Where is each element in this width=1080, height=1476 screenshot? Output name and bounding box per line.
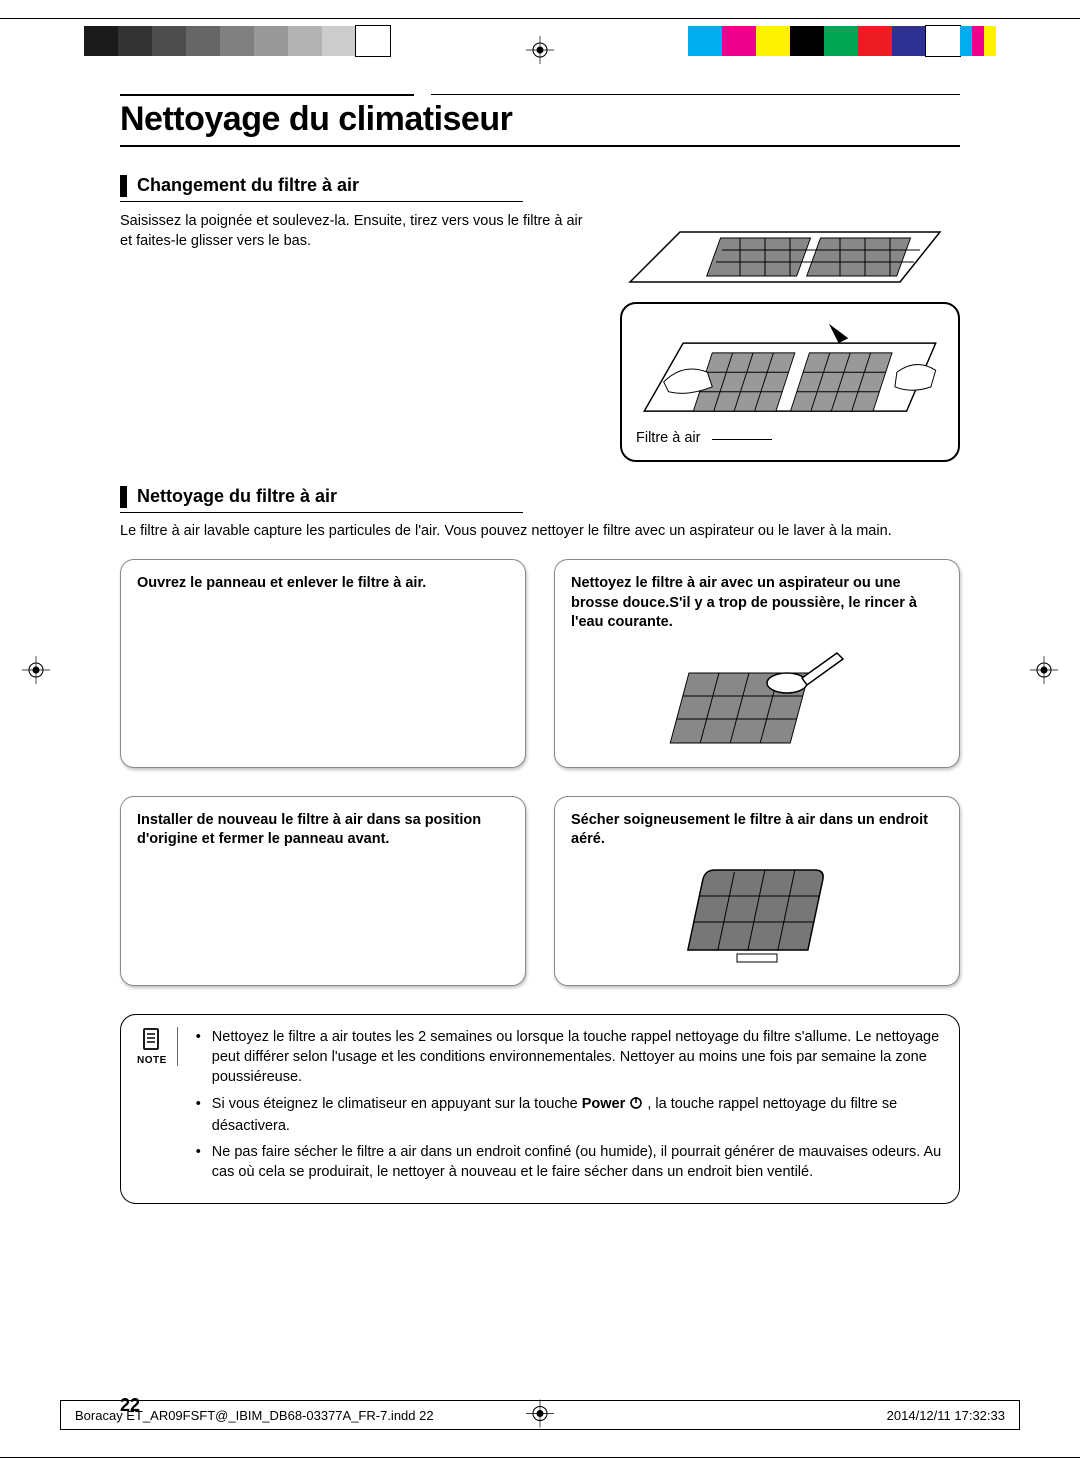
- note-item: Si vous éteignez le climatiseur en appuy…: [196, 1094, 943, 1137]
- filter-top-illustration: [620, 212, 950, 302]
- step-illustration: [571, 860, 943, 971]
- color-swatch: [790, 26, 824, 56]
- color-swatch: [756, 26, 790, 56]
- section-heading-change-filter: Changement du filtre à air: [120, 175, 523, 202]
- color-swatch: [858, 26, 892, 56]
- step-text: Nettoyez le filtre à air avec un aspirat…: [571, 574, 943, 633]
- heading-accent-bar: [120, 175, 127, 197]
- color-swatch: [186, 26, 220, 56]
- color-swatch: [824, 26, 858, 56]
- bottom-rule: [0, 1457, 1080, 1458]
- color-swatch: [254, 26, 288, 56]
- note-list: Nettoyez le filtre a air toutes les 2 se…: [192, 1027, 943, 1189]
- color-swatch: [322, 26, 356, 56]
- section1-row: Saisissez la poignée et soulevez-la. Ens…: [120, 212, 960, 462]
- color-swatch: [892, 26, 926, 56]
- color-swatch: [972, 26, 984, 56]
- heading-accent-bar: [120, 486, 127, 508]
- figure-label: Filtre à air: [636, 430, 700, 446]
- color-swatch: [984, 26, 996, 56]
- page-content: Nettoyage du climatiseur Changement du f…: [120, 100, 960, 1356]
- step-text: Installer de nouveau le filtre à air dan…: [137, 811, 509, 850]
- section2: Nettoyage du filtre à air Le filtre à ai…: [120, 486, 960, 1204]
- registration-mark-footer: [526, 1400, 554, 1431]
- step-card: Nettoyez le filtre à air avec un aspirat…: [554, 559, 960, 768]
- color-swatch: [960, 26, 972, 56]
- section2-intro: Le filtre à air lavable capture les part…: [120, 523, 960, 539]
- step-text: Ouvrez le panneau et enlever le filtre à…: [137, 574, 509, 594]
- footer-file: Boracay ET_AR09FSFT@_IBIM_DB68-03377A_FR…: [75, 1408, 434, 1423]
- step-card: Ouvrez le panneau et enlever le filtre à…: [120, 559, 526, 768]
- color-swatch: [288, 26, 322, 56]
- note-box: NOTE Nettoyez le filtre a air toutes les…: [120, 1014, 960, 1204]
- step-card: Installer de nouveau le filtre à air dan…: [120, 796, 526, 986]
- registration-mark-left: [16, 650, 56, 690]
- filter-removal-illustration: Filtre à air: [620, 302, 960, 462]
- color-swatch: [356, 26, 390, 56]
- section1-body: Saisissez la poignée et soulevez-la. Ens…: [120, 212, 596, 251]
- heading-text: Changement du filtre à air: [137, 175, 359, 196]
- color-swatch: [926, 26, 960, 56]
- heading-text: Nettoyage du filtre à air: [137, 486, 337, 507]
- color-swatch: [118, 26, 152, 56]
- power-icon: [629, 1096, 643, 1116]
- color-swatch: [722, 26, 756, 56]
- note-icon: [141, 1027, 163, 1053]
- color-swatch: [84, 26, 118, 56]
- page-title: Nettoyage du climatiseur: [120, 100, 960, 147]
- power-label: Power: [582, 1096, 630, 1112]
- color-bar: [688, 26, 996, 56]
- step-card: Sécher soigneusement le filtre à air dan…: [554, 796, 960, 986]
- callout-line: [712, 439, 772, 440]
- color-swatch: [152, 26, 186, 56]
- steps-grid: Ouvrez le panneau et enlever le filtre à…: [120, 559, 960, 986]
- step-illustration: [571, 643, 943, 753]
- note-label: NOTE: [137, 1055, 167, 1066]
- step-text: Sécher soigneusement le filtre à air dan…: [571, 811, 943, 850]
- note-icon-column: NOTE: [137, 1027, 178, 1066]
- registration-mark-right: [1024, 650, 1064, 690]
- color-swatch: [220, 26, 254, 56]
- registration-mark-top: [520, 30, 560, 70]
- note-item: Nettoyez le filtre a air toutes les 2 se…: [196, 1027, 943, 1088]
- color-swatch: [688, 26, 722, 56]
- grayscale-bar: [84, 26, 390, 56]
- footer-timestamp: 2014/12/11 17:32:33: [887, 1408, 1005, 1423]
- section-heading-clean-filter: Nettoyage du filtre à air: [120, 486, 523, 513]
- footer-bar: Boracay ET_AR09FSFT@_IBIM_DB68-03377A_FR…: [60, 1400, 1020, 1430]
- top-rule: [0, 18, 1080, 19]
- note-item: Ne pas faire sécher le filtre a air dans…: [196, 1142, 943, 1183]
